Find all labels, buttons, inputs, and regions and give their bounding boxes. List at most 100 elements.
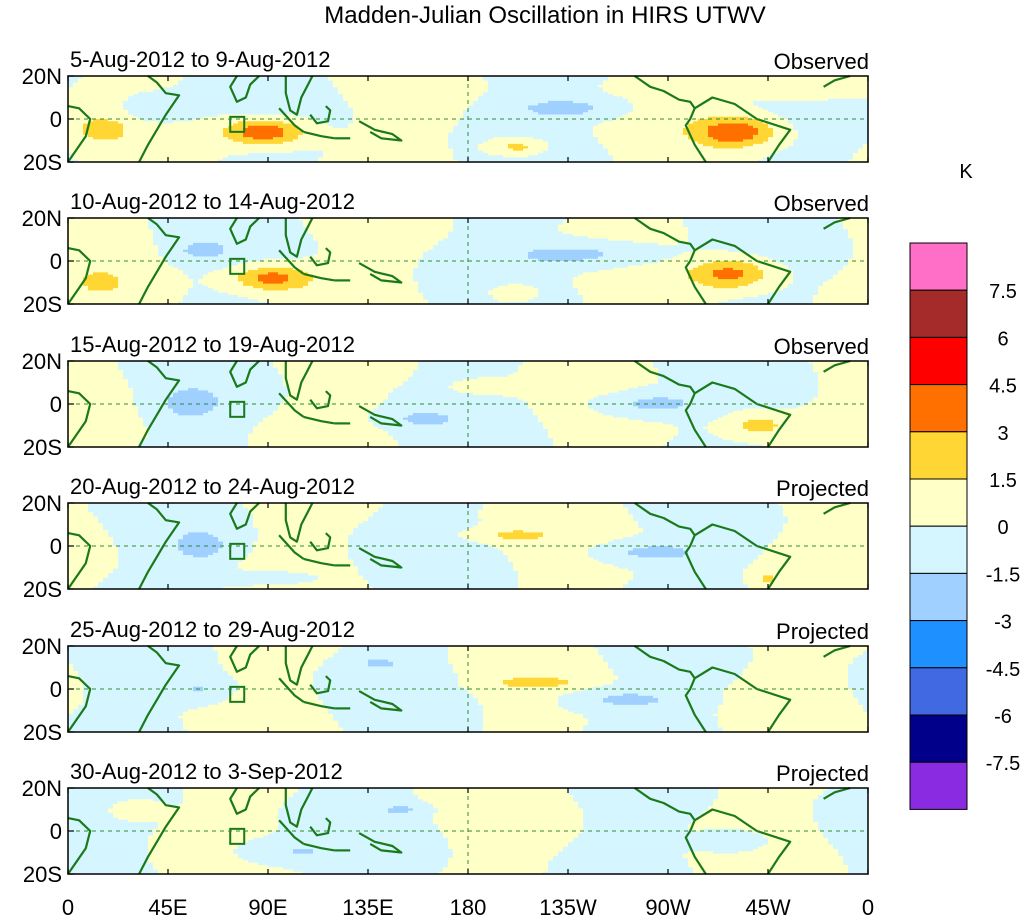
field-cell — [238, 263, 419, 267]
field-cell — [98, 516, 254, 520]
field-cell — [848, 229, 869, 233]
field-cell — [68, 801, 119, 805]
field-cell — [603, 413, 729, 416]
field-cell — [608, 91, 869, 95]
field-cell — [258, 279, 289, 282]
field-cell — [83, 689, 194, 692]
field-cell — [283, 376, 409, 380]
field-cell — [728, 249, 854, 253]
field-cell — [823, 281, 869, 285]
field-cell — [583, 713, 714, 717]
field-cell — [783, 527, 869, 531]
field-cell — [148, 837, 254, 841]
field-cell — [848, 869, 869, 873]
field-cell — [423, 294, 494, 298]
field-cell — [168, 399, 219, 403]
field-cell — [728, 686, 849, 690]
field-cell — [453, 220, 564, 224]
field-cell — [748, 283, 789, 287]
field-cell — [68, 220, 149, 224]
field-cell — [838, 220, 869, 224]
field-cell — [513, 568, 629, 572]
field-cell — [518, 573, 634, 577]
field-cell — [683, 404, 804, 407]
coastline — [309, 247, 332, 267]
field-cell — [638, 693, 724, 697]
coastline — [358, 405, 403, 427]
y-tick-label: 20S — [23, 292, 62, 317]
field-cell — [708, 424, 744, 428]
field-cell — [413, 372, 514, 376]
field-cell — [238, 561, 354, 565]
field-cell — [368, 661, 394, 665]
field-cell — [588, 236, 689, 239]
coastline — [823, 359, 851, 373]
field-cell — [758, 555, 869, 558]
field-cell — [613, 673, 744, 677]
field-cell — [153, 231, 309, 235]
field-cell — [68, 817, 119, 821]
field-cell — [173, 410, 209, 414]
field-cell — [568, 709, 719, 713]
field-cell — [278, 826, 439, 830]
field-cell — [88, 505, 244, 509]
field-cell — [528, 406, 589, 410]
field-cell — [218, 657, 329, 661]
field-cell — [68, 792, 184, 796]
field-cell — [118, 550, 184, 554]
field-cell — [853, 157, 869, 161]
field-cell — [548, 862, 689, 866]
field-cell — [698, 265, 759, 269]
field-cell — [253, 523, 359, 527]
field-cell — [808, 401, 869, 405]
field-cell — [258, 539, 349, 543]
field-cell — [273, 137, 299, 140]
field-cell — [313, 675, 459, 679]
field-cell — [413, 792, 569, 796]
field-cell — [283, 379, 409, 382]
field-cell — [848, 233, 869, 237]
field-cell — [483, 718, 589, 722]
field-cell — [603, 657, 754, 661]
colorbar-label: -7.5 — [986, 753, 1020, 775]
field-cell — [798, 132, 869, 136]
field-cell — [208, 390, 289, 394]
field-cell — [318, 695, 474, 699]
field-cell — [183, 552, 214, 556]
field-cell — [143, 437, 249, 441]
field-cell — [393, 388, 454, 392]
field-cell — [68, 673, 79, 677]
field-cell — [413, 808, 439, 812]
field-cell — [188, 532, 209, 536]
field-cell — [318, 251, 424, 255]
field-cell — [283, 130, 304, 134]
field-cell — [863, 709, 869, 713]
coastline — [229, 787, 260, 815]
field-cell — [473, 100, 549, 104]
field-cell — [753, 100, 869, 104]
field-cell — [353, 121, 459, 125]
field-cell — [478, 376, 659, 380]
colorbar-label: -4.5 — [986, 659, 1020, 681]
field-cell — [448, 846, 564, 850]
field-cell — [458, 123, 599, 127]
field-cell — [183, 297, 249, 301]
field-cell — [323, 121, 354, 125]
field-cell — [328, 707, 484, 710]
field-cell — [153, 89, 339, 93]
field-cell — [263, 419, 369, 423]
field-cell — [583, 831, 754, 834]
field-cell — [718, 276, 739, 280]
field-cell — [798, 406, 869, 410]
field-cell — [113, 536, 184, 540]
field-cell — [748, 584, 869, 588]
field-cell — [243, 568, 359, 572]
field-cell — [563, 846, 759, 850]
field-cell — [238, 684, 314, 688]
field-cell — [373, 422, 414, 425]
field-cell — [153, 831, 274, 834]
field-cell — [378, 509, 479, 513]
field-cell — [823, 283, 869, 287]
field-cell — [463, 536, 504, 540]
